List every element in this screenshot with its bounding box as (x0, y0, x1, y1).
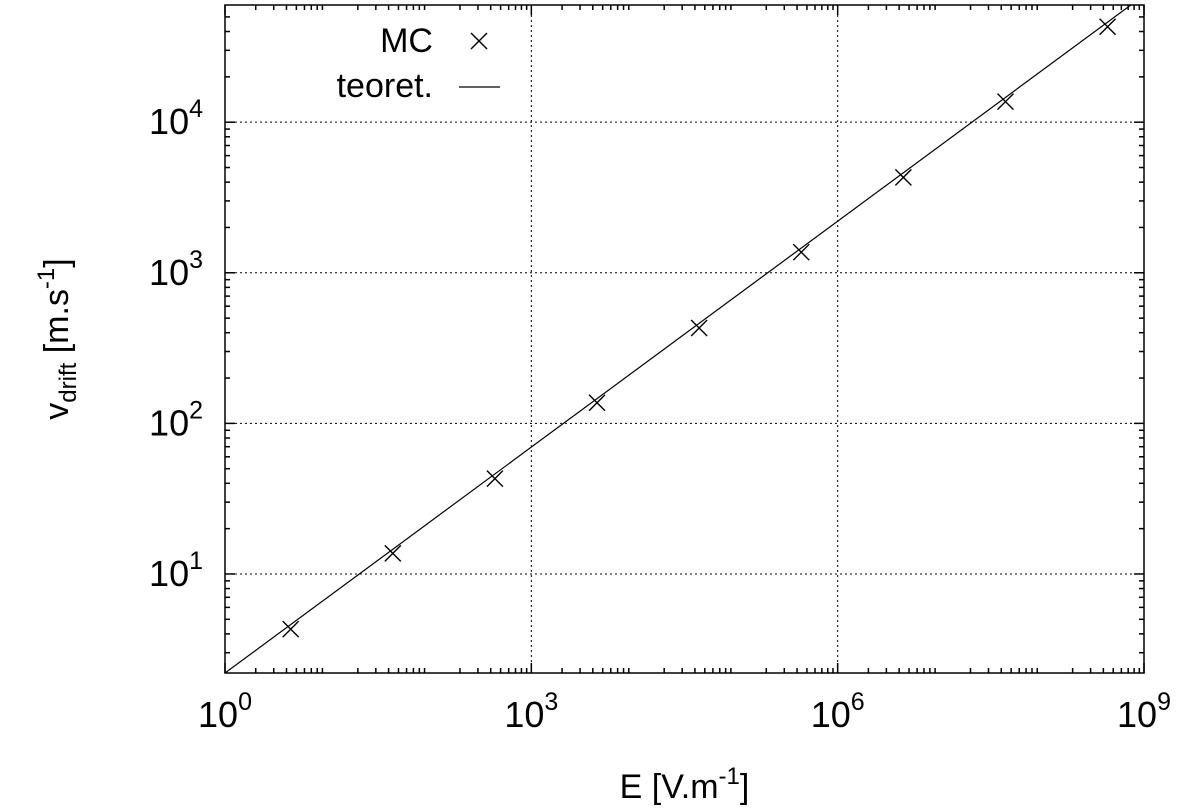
mc-data-point (486, 470, 504, 488)
axis-ticks (224, 5, 1145, 673)
legend-label-mc: MC (380, 22, 433, 60)
legend-marker-stroke (470, 32, 488, 50)
mc-marker-stroke (384, 544, 402, 562)
plot-area (225, 5, 1132, 673)
plot-frame (224, 4, 1145, 674)
mc-data-point (588, 394, 606, 412)
grid (225, 5, 1144, 673)
x-tick-label: 100 (198, 688, 252, 735)
mc-data-point (690, 319, 708, 337)
mc-data-point (1099, 18, 1117, 36)
y-tick-label: 104 (149, 95, 203, 142)
series-teoret-line (225, 5, 1132, 673)
mc-marker-stroke (588, 394, 606, 412)
x-tick-label: 106 (811, 688, 865, 735)
y-tick-label: 103 (149, 246, 203, 293)
mc-data-point (384, 544, 402, 562)
legend-label-teoret: teoret. (337, 67, 433, 105)
plot-series (225, 5, 1132, 673)
mc-marker-stroke (486, 470, 504, 488)
mc-marker-stroke (996, 93, 1014, 111)
y-tick-label: 101 (149, 547, 203, 594)
mc-data-point (282, 620, 300, 638)
x-axis-label: E [V.m-1] (620, 763, 750, 806)
mc-marker-stroke (282, 620, 300, 638)
y-tick-label: 102 (149, 396, 203, 443)
mc-marker-stroke (690, 319, 708, 337)
x-tick-label: 103 (504, 688, 558, 735)
y-axis-label: vdrift [m.s-1] (33, 258, 82, 419)
mc-marker-stroke (894, 168, 912, 186)
legend-marker-mc (470, 32, 488, 50)
mc-marker-stroke (1099, 18, 1117, 36)
tick-labels: 100 103 106 109 101 102 103 104 (149, 95, 1171, 735)
mc-data-point (792, 243, 810, 261)
mc-data-point (894, 168, 912, 186)
mc-data-point (996, 93, 1014, 111)
mc-marker-stroke (792, 243, 810, 261)
x-tick-label: 109 (1117, 688, 1171, 735)
legend: MC teoret. (337, 22, 500, 105)
